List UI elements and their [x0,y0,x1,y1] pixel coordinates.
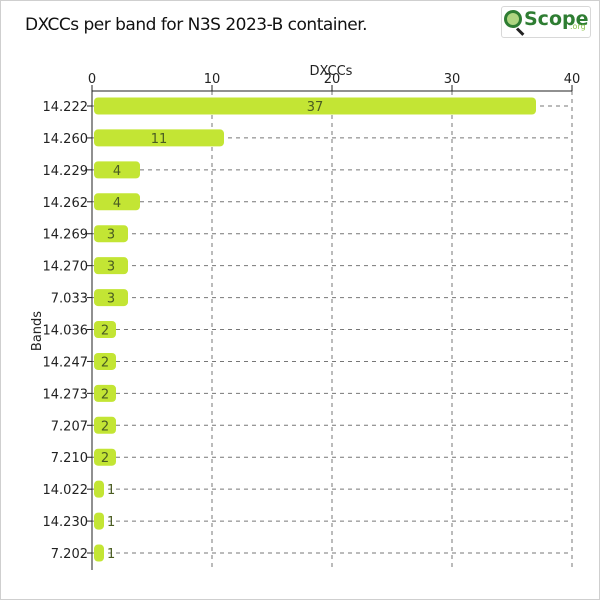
y-tick-label: 14.270 [43,260,89,275]
x-tick-label: 30 [444,72,461,87]
bar [94,289,128,307]
y-tick-label: 7.207 [51,419,88,434]
bar-value-label: 1 [107,547,115,562]
bar-value-label: 1 [107,483,115,498]
bar [94,257,128,275]
magnifier-icon [504,10,522,28]
bar-value-label: 2 [101,355,109,370]
bar [94,544,104,562]
bar [94,416,116,434]
bar-value-label: 11 [151,132,168,147]
bar [94,161,140,179]
logo-suffix: .org [570,22,586,31]
y-axis-label: Bands [30,311,45,351]
y-tick-label: 7.202 [51,547,88,562]
bar-value-label: 3 [107,260,115,275]
bar-value-label: 2 [101,419,109,434]
bar-value-label: 4 [113,196,121,211]
y-tick-label: 14.230 [43,515,89,530]
x-tick-label: 10 [204,72,221,87]
logo-text: Scope [524,8,589,30]
bar-value-label: 3 [107,292,115,307]
bar [94,480,104,498]
bar [94,384,116,402]
bar [94,97,536,115]
y-tick-label: 14.222 [43,100,89,115]
y-tick-label: 14.262 [43,196,89,211]
y-tick-label: 14.022 [43,483,89,498]
x-tick-label: 0 [88,72,96,87]
bar-value-label: 4 [113,164,121,179]
bar [94,129,224,147]
chart-title: DXCCs per band for N3S 2023-B container. [25,15,368,35]
bar-value-label: 2 [101,451,109,466]
qscope-logo[interactable]: Scope .org [501,6,591,38]
bar-value-label: 2 [101,324,109,339]
bar-value-label: 1 [107,515,115,530]
y-tick-label: 14.229 [43,164,89,179]
grid-lines [91,91,573,570]
y-tick-label: 7.033 [51,292,88,307]
y-tick-label: 14.260 [43,132,89,147]
y-tick-label: 14.269 [43,228,89,243]
bar [94,448,116,466]
bar [94,321,116,339]
bar-value-label: 37 [307,100,324,115]
bar-value-label: 2 [101,387,109,402]
bar [94,352,116,370]
x-tick-label: 40 [564,72,581,87]
x-tick-label: 20 [324,72,341,87]
y-tick-label: 7.210 [51,451,88,466]
axes: 0 10 20 30 40 14.222 14.260 14.229 14.262 14.269 1… [43,72,581,570]
x-axis-label: DXCCs [310,64,353,79]
bar [94,512,104,530]
bar-value-label: 3 [107,228,115,243]
y-tick-label: 14.036 [43,324,89,339]
y-tick-label: 14.247 [43,355,89,370]
bar [94,225,128,243]
bar [94,193,140,211]
y-tick-label: 14.273 [43,387,89,402]
